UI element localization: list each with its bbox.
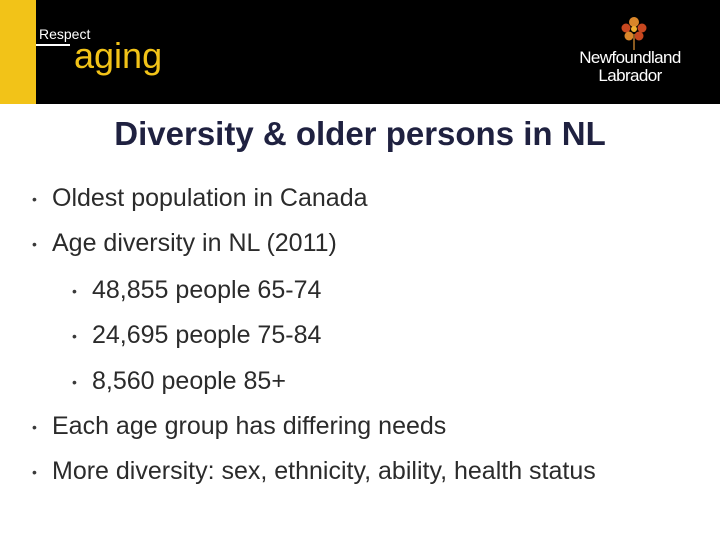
bullet-dot-icon: •: [32, 419, 37, 436]
bullet-text: More diversity: sex, ethnicity, ability,…: [52, 457, 596, 485]
brand-aging-text: aging: [74, 35, 163, 76]
pitcher-plant-flower-icon: [621, 17, 647, 50]
sub-bullet-item: • 24,695 people 75-84: [72, 320, 321, 351]
accent-bar: [0, 0, 36, 104]
bullet-text: Age diversity in NL (2011): [52, 229, 337, 257]
bullet-item: • More diversity: sex, ethnicity, ability…: [32, 456, 596, 487]
logo-text-labrador: Labrador: [598, 66, 662, 85]
slide-title: Diversity & older persons in NL: [114, 115, 606, 152]
bullet-dot-icon: •: [32, 236, 37, 253]
brand-underline: [36, 44, 70, 46]
header-bar: [36, 0, 720, 104]
bullet-item: • Each age group has differing needs: [32, 411, 446, 442]
bullet-item: • Oldest population in Canada: [32, 183, 368, 214]
bullet-dot-icon: •: [32, 464, 37, 481]
bullet-text: Each age group has differing needs: [52, 412, 447, 440]
bullet-dot-icon: •: [72, 374, 77, 391]
bullet-text: 48,855 people 65-74: [92, 276, 322, 304]
brand-respect-text: Respect: [39, 26, 91, 42]
bullet-text: 8,560 people 85+: [92, 367, 286, 395]
bullet-dot-icon: •: [72, 283, 77, 300]
sub-bullet-item: • 48,855 people 65-74: [72, 275, 321, 306]
logo-text-newfoundland: Newfoundland: [579, 48, 681, 67]
bullet-dot-icon: •: [32, 191, 37, 208]
bullet-text: 24,695 people 75-84: [92, 321, 322, 349]
newfoundland-labrador-logo: Newfoundland Labrador: [578, 14, 682, 86]
bullet-text: Oldest population in Canada: [52, 184, 368, 212]
bullet-item: • Age diversity in NL (2011): [32, 228, 337, 259]
sub-bullet-item: • 8,560 people 85+: [72, 366, 286, 397]
bullet-dot-icon: •: [72, 328, 77, 345]
